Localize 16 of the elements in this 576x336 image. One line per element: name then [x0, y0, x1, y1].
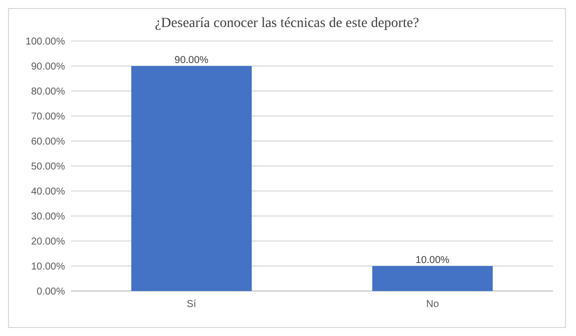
y-tick-label: 0.00%: [36, 286, 66, 298]
x-tick-label: Sí: [186, 299, 196, 310]
y-tick-label: 100.00%: [26, 36, 66, 48]
x-tick-label: No: [426, 299, 440, 310]
y-tick-label: 30.00%: [31, 212, 66, 222]
y-tick-label: 20.00%: [31, 236, 66, 248]
y-tick-label: 90.00%: [31, 62, 66, 72]
y-tick-label: 50.00%: [31, 162, 66, 172]
data-label: 90.00%: [174, 55, 209, 66]
y-tick-label: 40.00%: [31, 186, 66, 198]
y-tick-label: 70.00%: [31, 112, 66, 122]
y-tick-label: 60.00%: [31, 136, 66, 148]
y-tick-label: 80.00%: [31, 86, 66, 98]
y-tick-label: 10.00%: [31, 262, 66, 272]
data-label: 10.00%: [416, 255, 450, 266]
chart-title: ¿Desearía conocer las técnicas de este deporte?: [154, 16, 420, 31]
